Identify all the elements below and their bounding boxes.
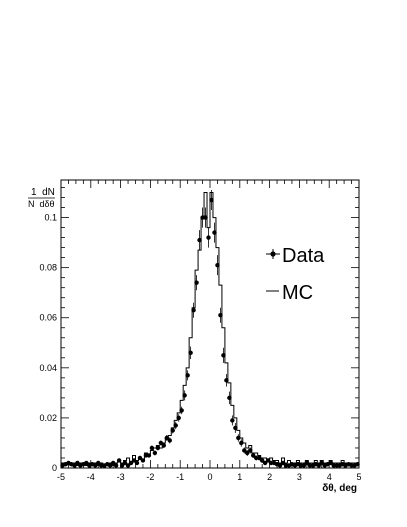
y-axis-title-numerator: 1 dN bbox=[31, 187, 55, 198]
data-point bbox=[239, 440, 244, 446]
data-point bbox=[158, 440, 164, 446]
data-point bbox=[128, 460, 134, 466]
data-point bbox=[164, 435, 169, 441]
data-point bbox=[110, 460, 116, 466]
x-tick-label: 2 bbox=[267, 472, 272, 482]
legend-data-marker bbox=[270, 251, 276, 257]
data-point bbox=[179, 408, 184, 413]
data-point bbox=[304, 460, 310, 466]
data-point bbox=[152, 450, 158, 456]
data-point bbox=[122, 460, 128, 466]
x-tick-label: 3 bbox=[297, 472, 302, 482]
data-point bbox=[316, 463, 321, 468]
data-point bbox=[221, 353, 226, 358]
data-point bbox=[277, 463, 283, 468]
data-point bbox=[242, 448, 247, 453]
data-point bbox=[256, 455, 262, 461]
data-point bbox=[233, 425, 238, 431]
data-point bbox=[319, 460, 324, 466]
data-point bbox=[245, 450, 250, 456]
data-point bbox=[93, 463, 98, 468]
mc-histogram-layer bbox=[61, 192, 359, 466]
data-point bbox=[206, 235, 211, 240]
data-point bbox=[191, 308, 196, 313]
data-point bbox=[224, 378, 229, 383]
y-tick-label: 0.02 bbox=[39, 413, 57, 423]
data-point bbox=[173, 423, 178, 428]
legend-label-data: Data bbox=[282, 245, 325, 267]
y-axis-title: 1 dN N dδθ bbox=[28, 187, 55, 209]
data-point bbox=[251, 453, 256, 458]
legend-label-mc: MC bbox=[282, 282, 313, 304]
data-point bbox=[259, 458, 265, 463]
x-axis-title: δθ, deg bbox=[322, 483, 357, 494]
data-point bbox=[236, 435, 241, 441]
x-tick-label: 1 bbox=[237, 472, 242, 482]
data-point bbox=[203, 215, 208, 220]
data-point bbox=[209, 197, 214, 203]
data-point bbox=[107, 463, 113, 468]
data-points-layer bbox=[60, 190, 360, 468]
x-tick-label: 4 bbox=[327, 472, 332, 482]
data-point bbox=[155, 445, 161, 451]
data-point bbox=[227, 395, 232, 401]
data-point bbox=[146, 453, 152, 458]
data-point bbox=[262, 460, 268, 466]
x-tick-label: 5 bbox=[356, 472, 361, 482]
x-tick-label: 0 bbox=[207, 472, 212, 482]
data-point bbox=[301, 463, 307, 468]
data-point bbox=[182, 393, 187, 398]
y-axis-title-denominator: N dδθ bbox=[28, 199, 55, 209]
data-point bbox=[194, 280, 199, 285]
data-point bbox=[137, 455, 143, 461]
data-point bbox=[113, 463, 119, 468]
y-tick-label: 0 bbox=[52, 463, 57, 473]
x-tick-label: -3 bbox=[117, 472, 125, 482]
data-point bbox=[170, 428, 175, 433]
x-tick-label: -5 bbox=[57, 472, 65, 482]
axis-layer: 1 dN N dδθ δθ, deg -5 -4 -3 -2 -1 0 1 2 3 4 5 0 0.02… bbox=[28, 180, 362, 494]
data-point bbox=[185, 373, 190, 378]
y-tick-label: 0.08 bbox=[39, 263, 57, 273]
data-point bbox=[176, 415, 181, 421]
x-tick-label: -2 bbox=[146, 472, 154, 482]
y-tick-label: 0.04 bbox=[39, 363, 57, 373]
data-point bbox=[149, 445, 155, 451]
data-point bbox=[197, 237, 202, 243]
data-point bbox=[215, 262, 220, 268]
data-point bbox=[218, 313, 223, 318]
legend: Data MC bbox=[266, 245, 325, 304]
y-tick-label: 0.06 bbox=[39, 313, 57, 323]
x-tick-label: -1 bbox=[176, 472, 184, 482]
data-point bbox=[248, 448, 253, 453]
data-point bbox=[212, 230, 217, 235]
data-point bbox=[230, 418, 235, 423]
data-point bbox=[84, 460, 89, 466]
data-point bbox=[167, 438, 172, 443]
data-point bbox=[188, 350, 193, 355]
data-point bbox=[96, 460, 101, 466]
y-tick-label: 0.1 bbox=[44, 213, 57, 223]
x-tick-label: -4 bbox=[87, 472, 95, 482]
mc-histogram-line bbox=[61, 192, 359, 466]
data-point bbox=[140, 458, 146, 463]
data-point bbox=[161, 443, 167, 448]
data-point bbox=[131, 458, 137, 463]
